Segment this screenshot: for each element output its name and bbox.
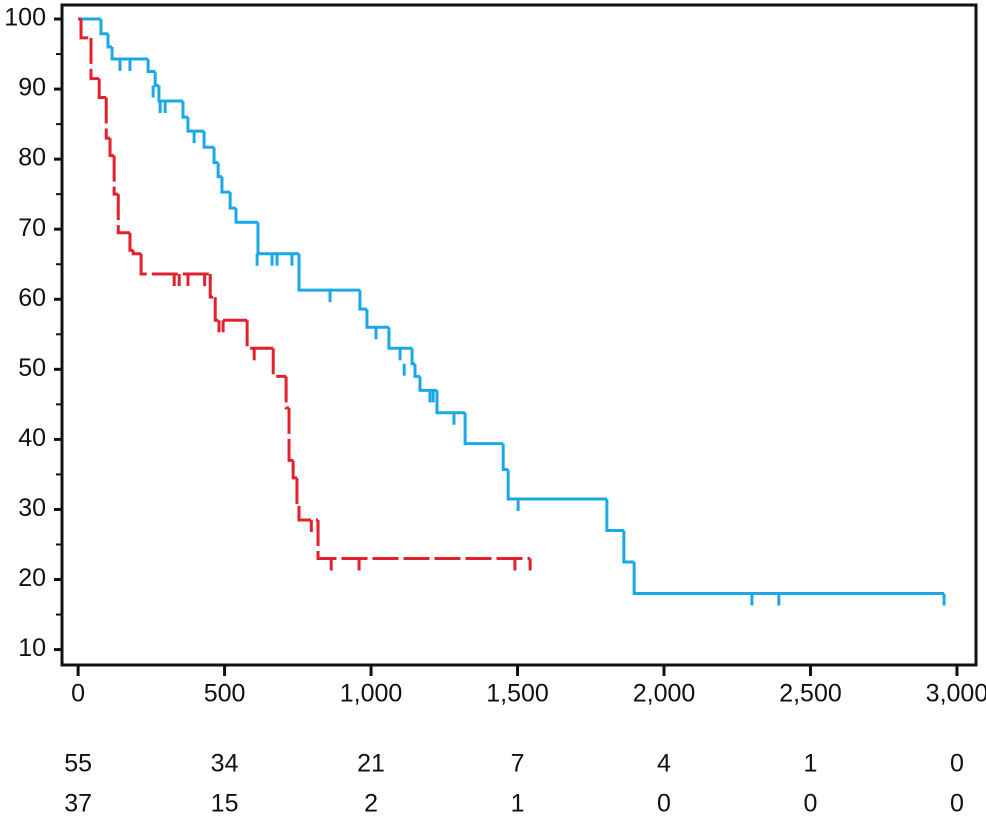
survival-step: [287, 407, 294, 462]
y-tick-label: 100: [4, 4, 46, 32]
x-tick-label: 2,000: [633, 680, 696, 708]
survival-step: [97, 78, 107, 99]
survival-step: [501, 443, 509, 472]
survival-step: [271, 348, 287, 378]
x-tick-label: 1,500: [486, 680, 549, 708]
risk-count: 0: [657, 790, 671, 818]
survival-step: [245, 320, 274, 350]
survival-step: [435, 390, 466, 415]
survival-step: [256, 222, 299, 256]
y-tick-label: 60: [18, 284, 46, 312]
survival-step: [79, 19, 92, 40]
survival-step: [153, 71, 159, 88]
survival-step: [632, 562, 945, 596]
risk-count: 21: [357, 750, 385, 778]
survival-step: [131, 250, 142, 256]
x-tick-label: 1,000: [340, 680, 403, 708]
survival-step: [220, 176, 231, 194]
survival-step: [410, 348, 416, 366]
risk-count: 0: [804, 790, 818, 818]
survival-step: [295, 477, 299, 508]
survival-step: [146, 58, 156, 74]
risk-count: 15: [211, 790, 239, 818]
survival-step: [108, 138, 115, 158]
survival-step: [365, 309, 389, 329]
y-tick-label: 90: [18, 74, 46, 102]
survival-step: [622, 530, 635, 564]
x-tick-label: 3,000: [926, 680, 986, 708]
survival-step: [463, 412, 504, 446]
survival-step: [297, 253, 360, 292]
survival-step: [228, 192, 237, 210]
risk-count: 55: [64, 750, 92, 778]
risk-count: 1: [511, 790, 525, 818]
risk-count: 1: [804, 750, 818, 778]
x-tick-label: 500: [204, 680, 246, 708]
survival-step: [216, 162, 222, 179]
survival-step: [202, 131, 215, 149]
risk-count: 0: [950, 790, 964, 818]
x-tick-label: 2,500: [779, 680, 842, 708]
survival-step: [297, 505, 319, 522]
survival-step: [116, 194, 130, 235]
y-tick-label: 10: [18, 634, 46, 662]
survival-step: [112, 155, 119, 196]
survival-step: [208, 274, 216, 299]
risk-count: 7: [511, 750, 525, 778]
y-tick-label: 20: [18, 564, 46, 592]
survival-step: [605, 498, 624, 532]
survival-step: [413, 363, 420, 378]
y-tick-label: 80: [18, 144, 46, 172]
survival-step: [506, 469, 607, 501]
risk-count: 37: [64, 790, 92, 818]
survival-step: [139, 253, 211, 276]
y-tick-label: 70: [18, 214, 46, 242]
survival-step: [213, 297, 248, 322]
survival-step: [128, 232, 134, 252]
survival-step: [387, 327, 413, 350]
survival-step: [110, 47, 149, 61]
plot-frame: [60, 3, 978, 667]
survival-step: [212, 147, 219, 165]
survival-step: [234, 208, 258, 224]
y-tick-label: 40: [18, 424, 46, 452]
survival-step: [284, 376, 290, 410]
risk-count: 2: [364, 790, 378, 818]
survival-step: [104, 97, 111, 140]
x-tick-label: 0: [71, 680, 85, 708]
survival-step: [186, 117, 205, 133]
y-tick-label: 50: [18, 354, 46, 382]
risk-count: 0: [950, 750, 964, 778]
y-tick-label: 30: [18, 494, 46, 522]
survival-step: [291, 460, 297, 480]
survival-step: [358, 290, 367, 311]
survival-step: [99, 19, 108, 36]
survival-step: [157, 85, 183, 103]
survival-step: [106, 33, 113, 49]
survival-step: [181, 100, 188, 119]
survival-step: [316, 519, 531, 561]
survival-step: [89, 37, 100, 81]
survival-step: [418, 376, 437, 392]
risk-count: 4: [657, 750, 671, 778]
risk-count: 34: [211, 750, 239, 778]
